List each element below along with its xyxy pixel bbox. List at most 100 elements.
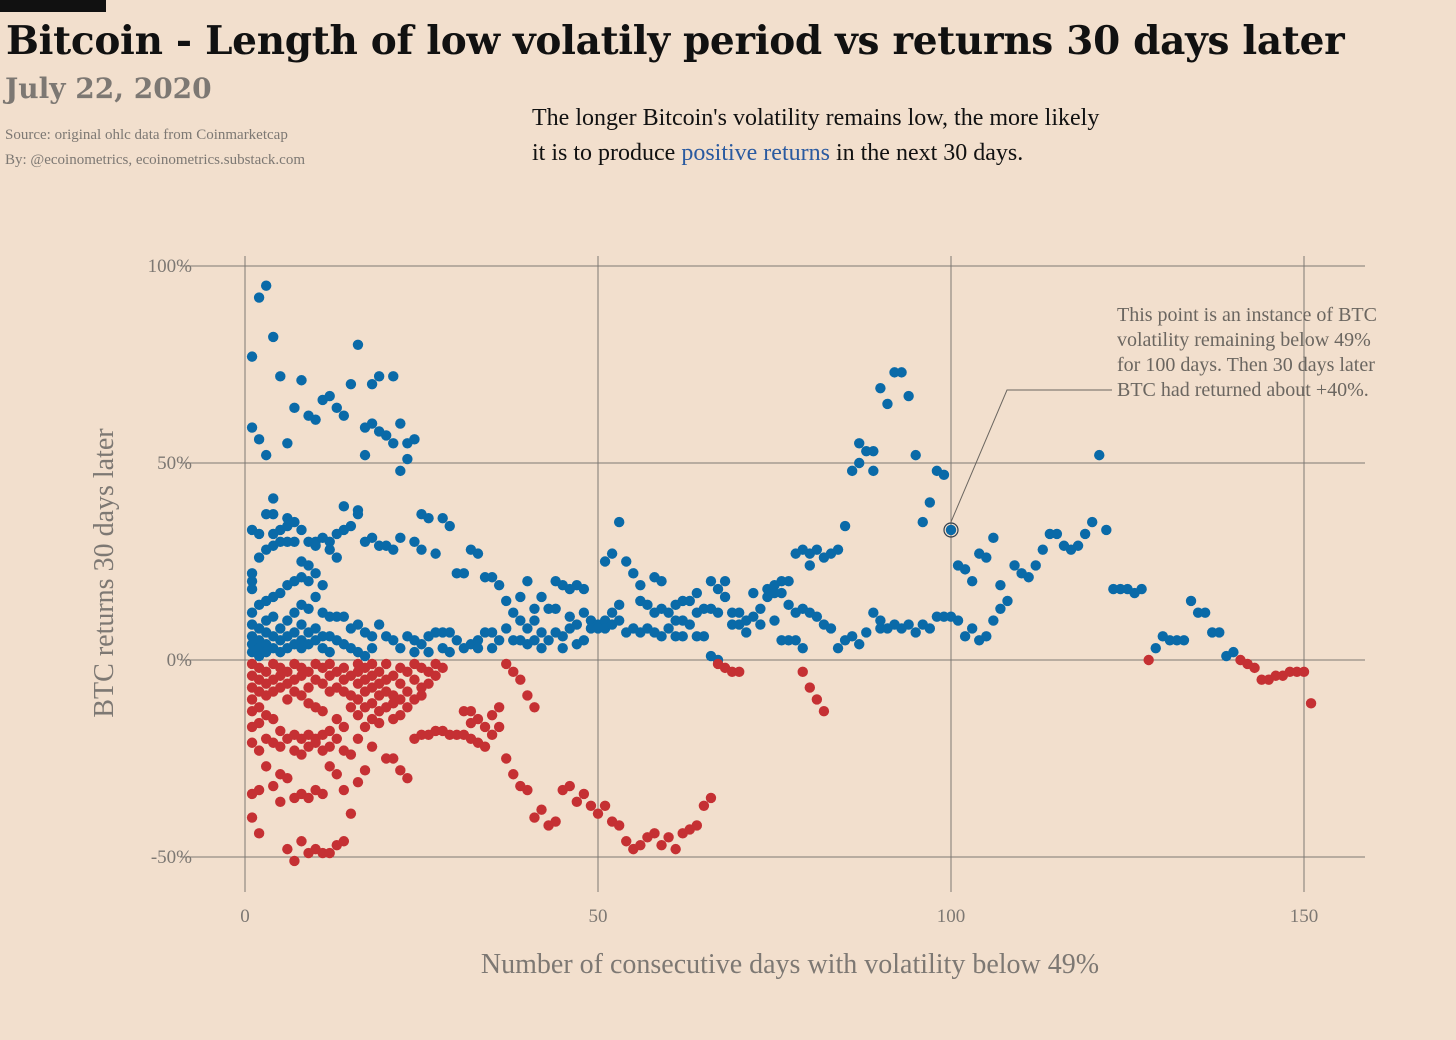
data-point — [275, 796, 286, 808]
data-point — [296, 375, 307, 386]
data-point — [465, 706, 477, 717]
data-point — [296, 749, 307, 760]
data-point — [268, 611, 279, 622]
data-point — [959, 564, 971, 575]
data-point — [331, 733, 342, 744]
data-point — [903, 390, 914, 402]
data-point — [741, 627, 752, 638]
data-point — [1037, 544, 1048, 555]
data-point — [613, 516, 625, 528]
data-point — [352, 339, 364, 350]
data-point — [783, 599, 794, 611]
data-point — [1051, 528, 1063, 540]
data-point — [282, 438, 293, 449]
data-point — [564, 611, 575, 622]
data-point — [656, 631, 667, 642]
data-point — [797, 642, 808, 654]
data-point — [338, 784, 350, 796]
data-point — [790, 635, 801, 646]
data-point — [508, 607, 519, 618]
data-point — [352, 776, 364, 788]
data-point — [338, 836, 350, 847]
data-point — [331, 552, 342, 563]
data-point — [557, 631, 568, 642]
data-point — [310, 591, 321, 603]
data-point — [875, 615, 886, 626]
data-point — [395, 678, 406, 689]
data-point — [402, 666, 413, 678]
data-point — [296, 690, 307, 701]
data-point — [331, 402, 342, 414]
data-point — [854, 457, 865, 469]
data-point — [423, 512, 434, 524]
data-point — [253, 434, 265, 445]
data-point — [543, 635, 554, 646]
data-point — [734, 666, 745, 678]
data-point — [564, 780, 575, 792]
data-point — [260, 761, 272, 772]
data-point — [388, 544, 399, 555]
data-point — [409, 434, 420, 445]
data-point — [903, 619, 914, 630]
data-point — [621, 556, 632, 567]
data-point — [303, 560, 314, 571]
data-point — [381, 658, 392, 670]
data-point — [289, 855, 300, 867]
data-point — [493, 579, 505, 591]
data-point — [797, 666, 808, 678]
data-point — [303, 603, 314, 614]
data-point — [1094, 449, 1105, 461]
data-point — [324, 536, 335, 547]
data-point — [613, 615, 625, 626]
data-point — [748, 611, 759, 622]
data-point — [388, 371, 399, 382]
data-point — [345, 749, 357, 760]
data-point — [275, 587, 286, 599]
data-point — [846, 631, 858, 642]
data-point — [825, 623, 837, 634]
data-point — [705, 792, 717, 804]
data-point — [458, 568, 470, 579]
data-point — [501, 753, 512, 764]
byline: By: @ecoinometrics, ecoinometrics.substa… — [5, 152, 305, 168]
data-point — [260, 666, 272, 678]
data-point — [324, 390, 335, 402]
data-point — [656, 576, 667, 587]
data-point — [981, 631, 992, 642]
data-point — [402, 686, 413, 697]
data-point — [1079, 528, 1091, 540]
data-point — [917, 516, 928, 528]
data-point — [282, 694, 293, 705]
data-point — [268, 509, 279, 520]
data-point — [246, 694, 258, 705]
data-point — [423, 646, 434, 658]
data-point — [275, 371, 286, 382]
data-point — [783, 576, 794, 587]
data-point — [1214, 627, 1225, 638]
data-point — [529, 615, 540, 626]
data-point — [684, 595, 695, 607]
data-point — [705, 576, 717, 587]
data-point — [317, 678, 328, 689]
data-point — [331, 713, 342, 725]
data-point — [719, 576, 731, 587]
data-point — [698, 631, 710, 642]
data-point — [719, 591, 731, 603]
data-point — [366, 642, 378, 654]
data-point — [1249, 662, 1260, 674]
data-point — [1023, 572, 1034, 583]
data-point — [268, 713, 279, 725]
data-point — [338, 410, 350, 421]
data-point — [338, 721, 350, 733]
data-point — [359, 449, 371, 461]
data-point — [388, 635, 399, 646]
subtitle-part: it is to produce — [532, 140, 682, 166]
data-point — [854, 639, 865, 650]
data-point — [663, 607, 674, 618]
data-point — [621, 836, 632, 847]
y-axis-label: BTC returns 30 days later — [89, 428, 120, 718]
data-point — [409, 646, 420, 658]
data-point — [246, 576, 258, 587]
data-point — [734, 607, 745, 618]
data-point — [712, 607, 724, 618]
